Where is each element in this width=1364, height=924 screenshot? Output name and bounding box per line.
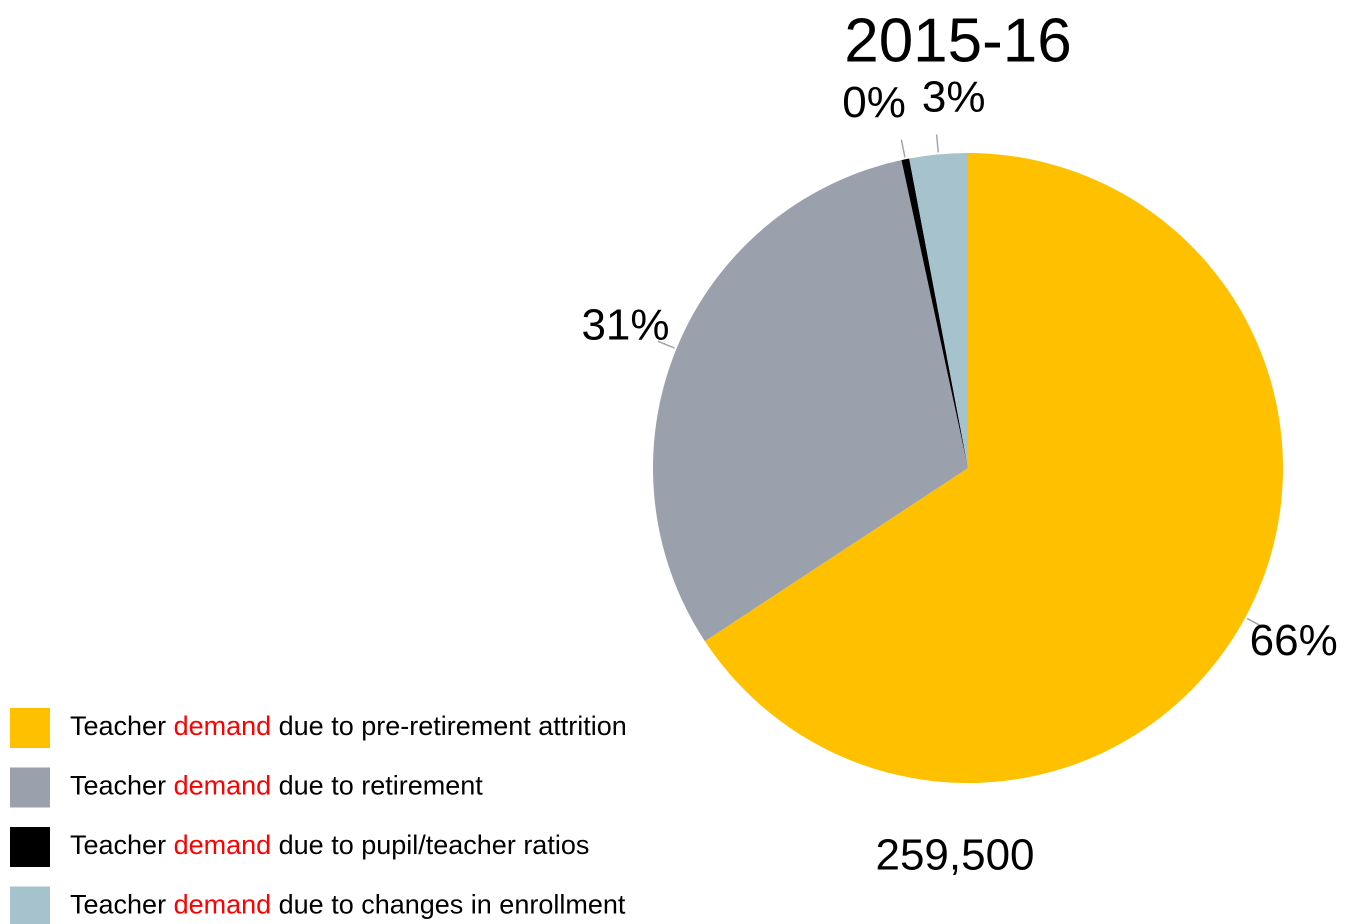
leader-line [935,134,940,153]
legend-highlight: demand [174,771,272,801]
legend-highlight: demand [174,830,272,860]
legend-label: Teacher demand due to changes in enrollm… [70,890,626,920]
legend-text: Teacher [70,830,174,860]
legend-text: Teacher [70,771,174,801]
leader-line [900,139,906,158]
data-label: 0% [842,78,906,127]
legend-text: due to retirement [271,771,483,801]
data-label: 66% [1250,616,1338,665]
legend-label: Teacher demand due to retirement [70,771,483,801]
leader-line [657,340,675,349]
legend-swatch [10,827,50,867]
legend-swatch [10,886,50,924]
total-label: 259,500 [875,831,1034,880]
pie-slice [653,160,968,642]
chart-title: 2015-16 [844,6,1072,75]
legend-text: Teacher [70,711,174,741]
legend-highlight: demand [174,890,272,920]
data-label: 31% [581,301,669,350]
legend-label: Teacher demand due to pre-retirement att… [70,711,627,741]
legend-highlight: demand [174,711,272,741]
legend-swatch [10,708,50,748]
legend-swatch [10,767,50,808]
legend-text: due to changes in enrollment [271,890,626,920]
legend-text: due to pupil/teacher ratios [271,830,589,860]
legend-label: Teacher demand due to pupil/teacher rati… [70,830,589,860]
data-label: 3% [922,72,986,121]
pie-slice [909,153,968,468]
legend-text: Teacher [70,890,174,920]
leader-line [1246,617,1264,628]
pie-slice [901,158,968,468]
pie-slice [704,153,1283,783]
legend-text: due to pre-retirement attrition [271,711,627,741]
